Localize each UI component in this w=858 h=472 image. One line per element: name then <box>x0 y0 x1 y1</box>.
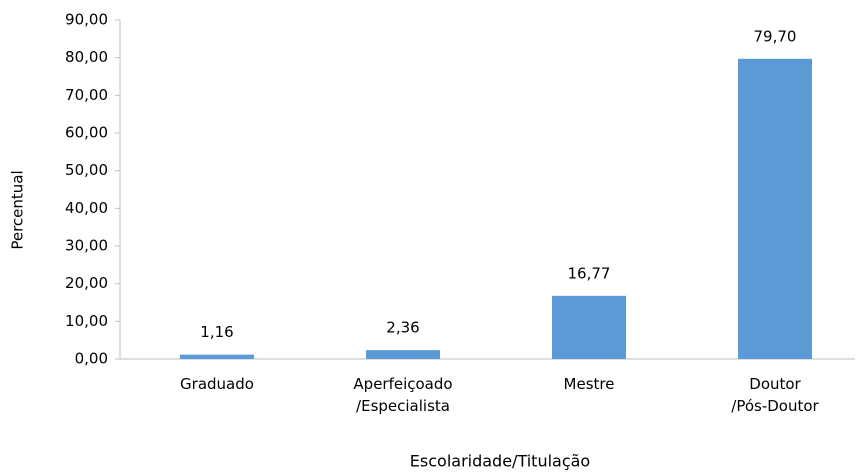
x-tick-label: Aperfeiçoado/Especialista <box>353 375 452 415</box>
bar <box>180 354 254 359</box>
data-label: 16,77 <box>568 264 611 282</box>
y-tick-label: 10,00 <box>65 312 108 330</box>
y-tick-label: 50,00 <box>65 161 108 179</box>
bar <box>366 350 440 359</box>
y-tick-label: 90,00 <box>65 11 108 29</box>
y-tick-label: 60,00 <box>65 124 108 142</box>
bar <box>552 295 626 359</box>
y-tick-label: 70,00 <box>65 86 108 104</box>
y-tick-label: 40,00 <box>65 199 108 217</box>
x-axis-label: Escolaridade/Titulação <box>410 452 590 471</box>
data-label: 79,70 <box>754 27 797 45</box>
data-label: 1,16 <box>200 323 233 341</box>
y-tick-label: 20,00 <box>65 274 108 292</box>
y-axis-label: Percentual <box>9 170 27 249</box>
data-label: 2,36 <box>386 319 419 337</box>
x-tick-label: Mestre <box>564 375 615 393</box>
x-tick-label: Doutor/Pós-Doutor <box>731 375 819 415</box>
y-tick-label: 0,00 <box>75 350 108 368</box>
y-tick-label: 30,00 <box>65 237 108 255</box>
x-tick-label: Graduado <box>180 375 254 393</box>
y-tick-label: 80,00 <box>65 48 108 66</box>
bar <box>738 58 812 360</box>
